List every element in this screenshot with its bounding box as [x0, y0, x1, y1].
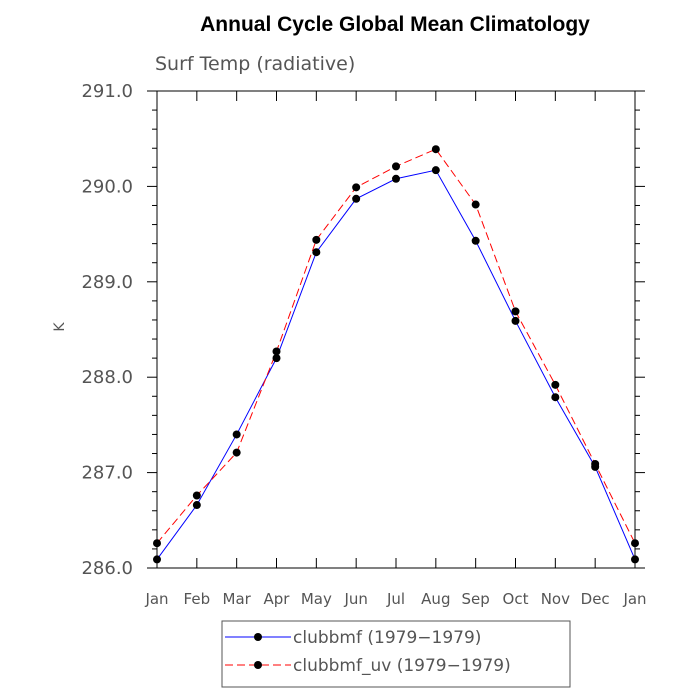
- x-tick-label: Nov: [541, 590, 570, 608]
- series-2-point: [312, 235, 321, 244]
- series-1-point: [511, 316, 520, 325]
- series-2-point: [631, 539, 639, 548]
- series-1-point: [431, 166, 440, 175]
- series-2-point: [431, 145, 440, 154]
- y-tick-label: 287.0: [81, 463, 133, 484]
- series-2-point: [352, 183, 361, 192]
- series-1-point: [352, 194, 361, 203]
- series-2-point: [511, 307, 520, 316]
- series-2-point: [471, 200, 480, 209]
- legend: clubbmf (1979−1979) clubbmf_uv (1979−1979…: [221, 620, 571, 688]
- x-tick-label: Jan: [144, 590, 168, 608]
- y-tick-label: 291.0: [81, 81, 133, 102]
- x-axis-ticks: Jan Feb Mar Apr May Jun Jul Aug Sep Oct Nov Dec Jan: [144, 91, 647, 608]
- x-tick-label: Jun: [343, 590, 367, 608]
- series-2-point: [153, 539, 161, 548]
- y-tick-label: 286.0: [81, 558, 133, 579]
- series-1-point: [192, 501, 201, 510]
- x-tick-label: Oct: [503, 590, 529, 608]
- series-2-point: [232, 448, 241, 457]
- chart-title: Annual Cycle Global Mean Climatology: [200, 13, 590, 36]
- series-1-point: [631, 555, 639, 564]
- x-tick-label: Dec: [581, 590, 610, 608]
- series-1-point: [392, 174, 400, 183]
- y-axis-ticks: 286.0 287.0 288.0 289.0 290.0 291.0: [81, 81, 645, 579]
- x-tick-label: Mar: [223, 590, 252, 608]
- series-2-point: [272, 347, 281, 356]
- y-tick-label: 290.0: [81, 176, 133, 197]
- series-2-point: [591, 460, 600, 469]
- x-tick-label: May: [301, 590, 332, 608]
- x-tick-label: Feb: [184, 590, 211, 608]
- x-tick-label: Apr: [264, 590, 291, 608]
- series-1-point: [312, 248, 321, 257]
- series-layer: [153, 145, 639, 564]
- y-tick-label: 289.0: [81, 272, 133, 293]
- legend-marker-2: [254, 661, 262, 669]
- series-1-point: [471, 236, 480, 245]
- series-1-point: [272, 354, 281, 363]
- x-tick-label: Jan: [622, 590, 646, 608]
- legend-marker-1: [254, 633, 262, 641]
- chart-subtitle: Surf Temp (radiative): [155, 53, 355, 75]
- legend-label-1: clubbmf (1979−1979): [293, 628, 481, 648]
- series-1-point: [153, 555, 161, 564]
- series-2-point: [192, 491, 201, 500]
- series-1-point: [232, 430, 241, 439]
- series-line-2: [156, 148, 636, 544]
- series-line-1: [156, 169, 636, 560]
- x-tick-label: Jul: [386, 590, 405, 608]
- x-tick-label: Sep: [462, 590, 490, 608]
- legend-box: [221, 620, 571, 688]
- x-tick-label: Aug: [421, 590, 450, 608]
- series-1-point: [551, 393, 560, 402]
- series-2-point: [392, 162, 400, 171]
- y-tick-label: 288.0: [81, 367, 133, 388]
- series-2-point: [551, 380, 560, 389]
- legend-label-2: clubbmf_uv (1979−1979): [293, 656, 511, 676]
- y-axis-label: K: [52, 322, 68, 332]
